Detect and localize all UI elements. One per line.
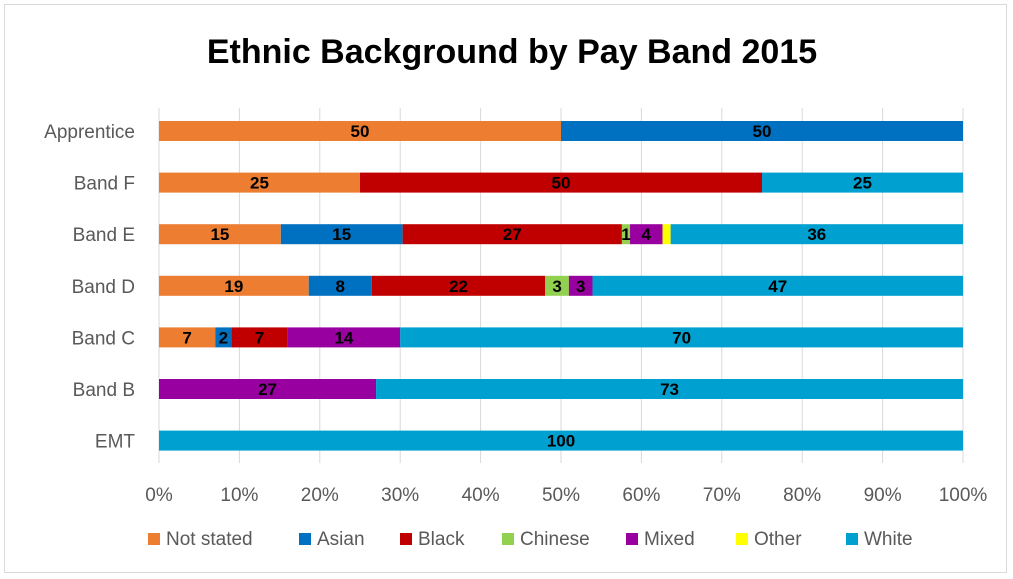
legend-swatch bbox=[502, 533, 514, 545]
bar-segment bbox=[402, 224, 622, 245]
data-label: 27 bbox=[503, 225, 522, 244]
bar-segment bbox=[159, 121, 561, 141]
data-label: 8 bbox=[336, 277, 345, 296]
tick-label: 20% bbox=[301, 485, 339, 506]
data-label: 3 bbox=[552, 277, 561, 296]
category-label: Band E bbox=[73, 225, 135, 246]
data-label: 36 bbox=[807, 225, 826, 244]
tick-label: 90% bbox=[864, 485, 902, 506]
data-label: 100 bbox=[547, 432, 575, 451]
tick-label: 50% bbox=[542, 485, 580, 506]
data-label: 14 bbox=[334, 328, 353, 347]
legend-swatch bbox=[626, 533, 638, 545]
bar-segment bbox=[231, 327, 288, 348]
data-label: 15 bbox=[332, 225, 351, 244]
legend-swatch bbox=[736, 533, 748, 545]
bar-segment bbox=[280, 224, 403, 245]
data-label: 25 bbox=[250, 174, 269, 193]
data-label: 50 bbox=[753, 122, 772, 141]
legend-entry: Not stated bbox=[166, 529, 253, 550]
bar-segment bbox=[159, 327, 216, 348]
data-label: 1 bbox=[621, 225, 630, 244]
legend-entry: Mixed bbox=[644, 529, 695, 550]
bars bbox=[159, 121, 964, 451]
category-label: EMT bbox=[95, 432, 136, 453]
tick-label: 70% bbox=[703, 485, 741, 506]
bar-segment bbox=[670, 224, 963, 245]
legend-swatch bbox=[400, 533, 412, 545]
bar-segment bbox=[287, 327, 401, 348]
tick-label: 100% bbox=[939, 485, 988, 506]
bar-segment bbox=[159, 224, 281, 245]
legend-swatch bbox=[846, 533, 858, 545]
category-label: Band C bbox=[72, 328, 135, 349]
bar-segment bbox=[568, 275, 593, 296]
legend-entry: Asian bbox=[317, 529, 365, 550]
data-label: 25 bbox=[853, 174, 872, 193]
legend-entry: Chinese bbox=[520, 529, 590, 550]
bar-segment bbox=[376, 379, 964, 399]
data-label: 50 bbox=[552, 174, 571, 193]
data-label: 4 bbox=[642, 225, 652, 244]
bar-segment bbox=[159, 275, 309, 296]
data-label: 7 bbox=[182, 328, 191, 347]
bar-segment bbox=[592, 275, 963, 296]
legend-entry: Other bbox=[754, 529, 802, 550]
category-label: Band B bbox=[73, 380, 135, 401]
chart-title: Ethnic Background by Pay Band 2015 bbox=[207, 33, 817, 71]
bar-segment bbox=[762, 172, 963, 193]
data-label: 70 bbox=[672, 328, 691, 347]
legend: Not stated Asian Black Chinese Mixed Other Whi… bbox=[148, 529, 913, 550]
bar-segment bbox=[371, 275, 546, 296]
data-label: 22 bbox=[449, 277, 468, 296]
bar-segment bbox=[630, 224, 663, 245]
data-label: 7 bbox=[255, 328, 264, 347]
data-label: 50 bbox=[351, 122, 370, 141]
tick-label: 80% bbox=[783, 485, 821, 506]
category-label: Band F bbox=[74, 174, 135, 195]
data-label: 73 bbox=[660, 380, 679, 399]
legend-entry: White bbox=[864, 529, 913, 550]
tick-label: 40% bbox=[462, 485, 500, 506]
tick-label: 60% bbox=[622, 485, 660, 506]
bar-segment bbox=[545, 275, 569, 296]
data-label: 15 bbox=[210, 225, 229, 244]
tick-label: 10% bbox=[220, 485, 258, 506]
category-label: Apprentice bbox=[44, 122, 135, 143]
bar-segment bbox=[159, 379, 377, 399]
data-label: 3 bbox=[576, 277, 585, 296]
bar-segment bbox=[360, 172, 762, 193]
data-label: 27 bbox=[258, 380, 277, 399]
bar-segment bbox=[308, 275, 372, 296]
bar-segment bbox=[621, 224, 631, 245]
bar-segment bbox=[400, 327, 963, 348]
data-label: 2 bbox=[219, 328, 228, 347]
bar-segment bbox=[215, 327, 232, 348]
legend-swatch bbox=[299, 533, 311, 545]
value-axis: 0% 10% 20% 30% 40% 50% 60% 70% 80% 90% 100% bbox=[145, 485, 987, 506]
legend-entry: Black bbox=[418, 529, 465, 550]
bar-segment bbox=[662, 224, 671, 245]
tick-label: 0% bbox=[145, 485, 173, 506]
tick-label: 30% bbox=[381, 485, 419, 506]
legend-swatch bbox=[148, 533, 160, 545]
data-label: 19 bbox=[224, 277, 243, 296]
bar-segment bbox=[159, 430, 963, 451]
data-label: 47 bbox=[768, 277, 787, 296]
category-axis: Apprentice Band F Band E Band D Band C Band B… bbox=[44, 122, 135, 453]
bar-segment bbox=[159, 172, 360, 193]
bar-segment bbox=[561, 121, 963, 141]
category-label: Band D bbox=[72, 277, 135, 298]
